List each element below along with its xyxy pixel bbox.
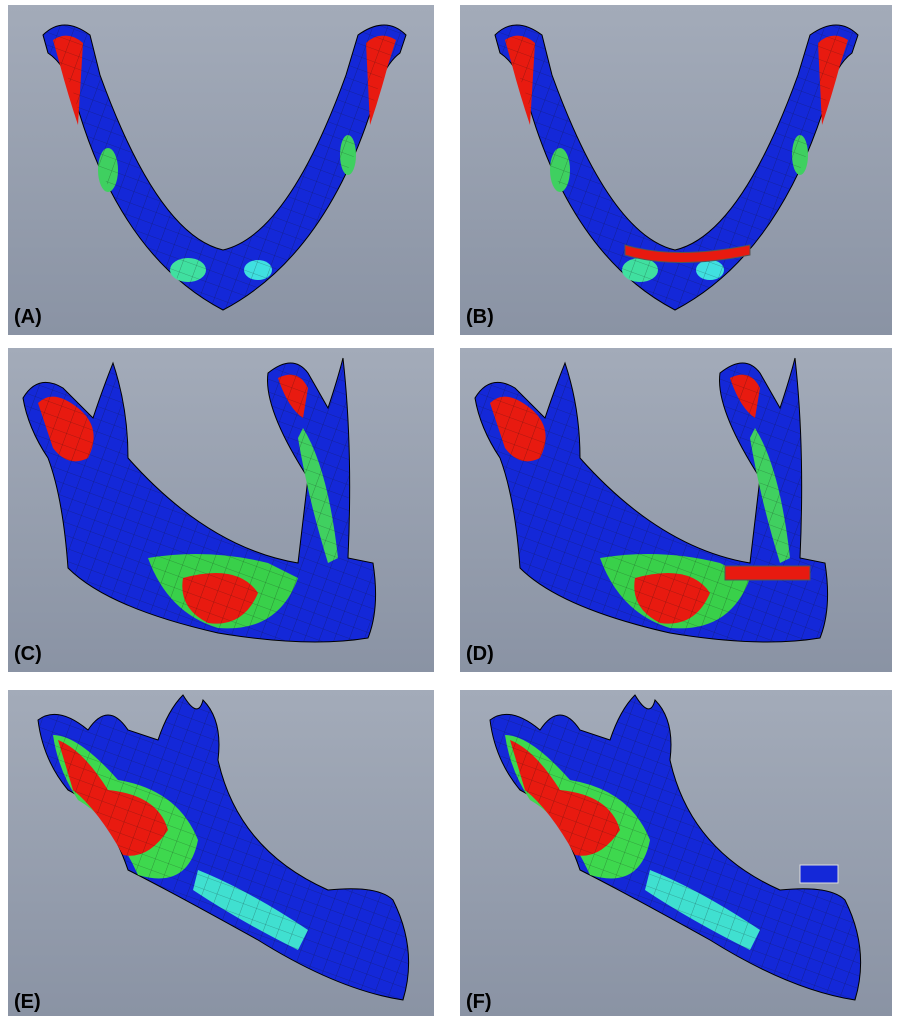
panel-label: (D) [466,643,494,665]
panel-a: (A) [8,5,434,335]
panel-f: (F) [460,690,892,1016]
panel-e: (E) [8,690,434,1016]
panel-label: (C) [14,643,42,665]
panel-label: (E) [14,991,41,1013]
panel-d: (D) [460,348,892,672]
panel-b: (B) [460,5,892,335]
panel-label: (F) [466,991,492,1013]
panel-label: (B) [466,306,494,328]
panel-label: (A) [14,306,42,328]
panel-c: (C) [8,348,434,672]
